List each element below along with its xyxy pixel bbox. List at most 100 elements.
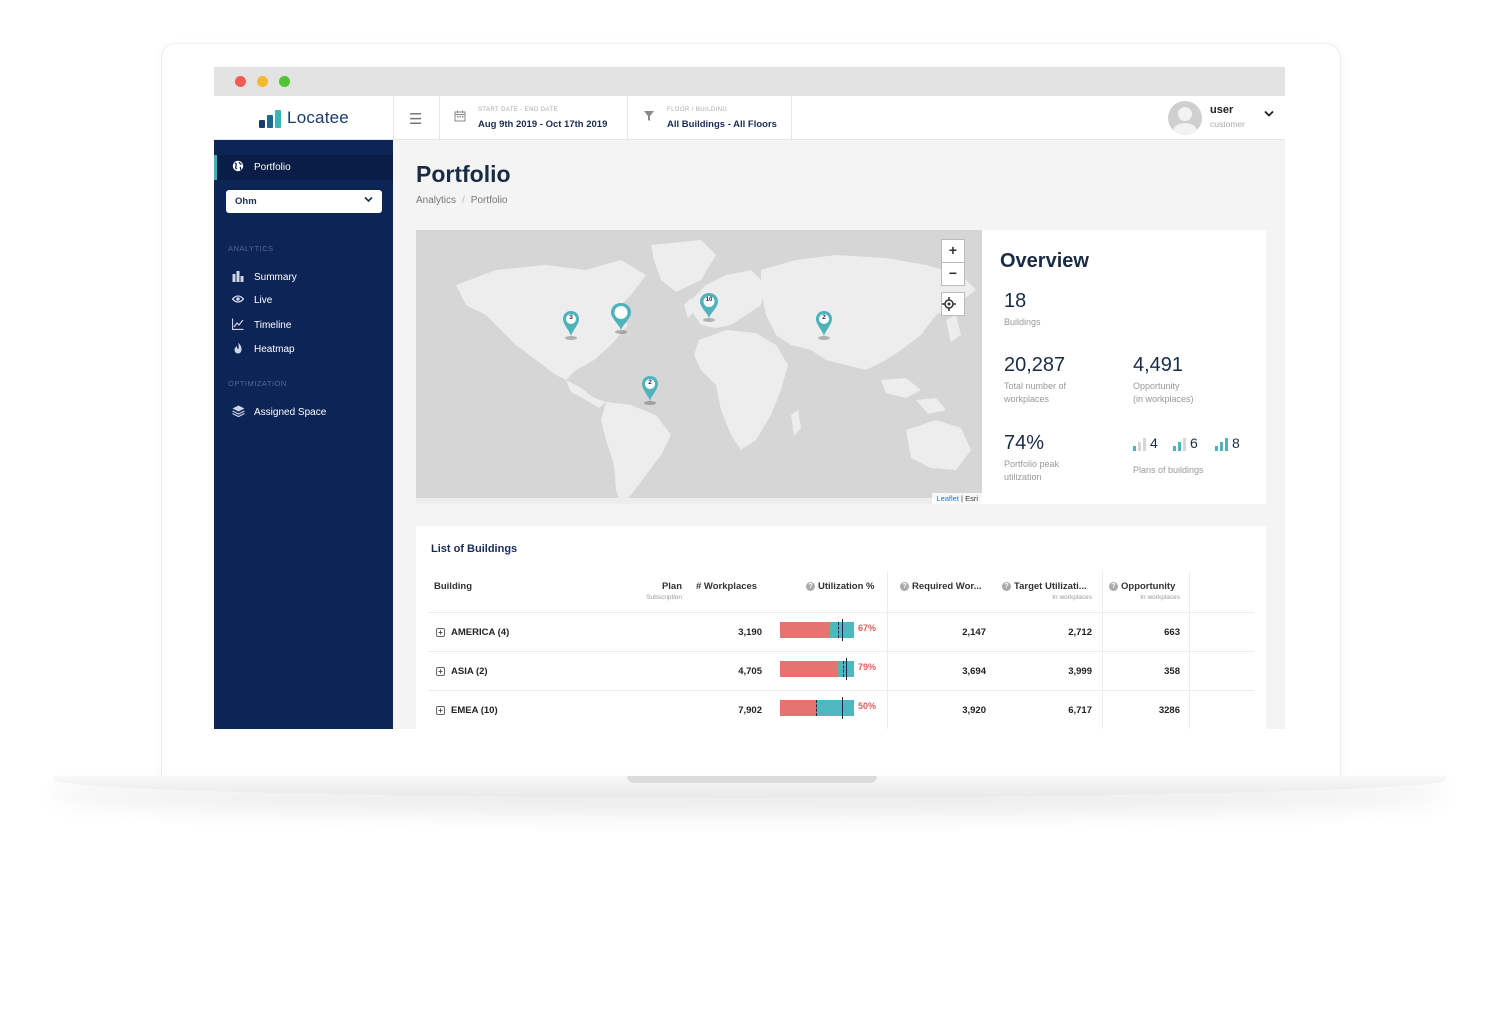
leaflet-link[interactable]: Leaflet [936,494,959,503]
floor-building-label: FLOOR / BUILDING [667,107,728,113]
sidebar-item-label: Timeline [254,320,292,331]
filter-icon [643,110,655,125]
opportunity-count: 4,491 [1133,354,1184,376]
column-header-building[interactable]: Building [434,581,472,592]
required-cell: 2,147 [962,627,986,638]
sidebar-item-label: Portfolio [254,162,291,173]
opportunity-label-line2: (in workplaces) [1133,394,1194,404]
column-header-required[interactable]: ? Required Wor... [900,581,982,592]
app-name: Locatee [287,108,349,127]
opportunity-cell: 358 [1164,666,1180,677]
utilization-bar [780,658,854,680]
column-divider [887,571,888,729]
sidebar-item-summary[interactable]: Summary [230,270,297,285]
workplaces-cell: 7,902 [738,705,762,716]
page-title: Portfolio [416,161,511,187]
peak-utilization-value: 74% [1004,432,1045,454]
date-range-label: START DATE - END DATE [478,107,558,113]
column-divider [1102,571,1103,729]
map-marker-count: 3 [569,314,573,321]
layers-icon [230,405,246,420]
zoom-out-button[interactable]: − [941,262,965,286]
help-icon: ? [1109,582,1118,591]
overview-panel: Overview 18 Buildings 20,287 Total numbe… [982,230,1266,504]
column-header-workplaces[interactable]: # Workplaces [696,581,758,592]
utilization-percent: 50% [858,701,877,711]
opportunity-cell: 3286 [1158,705,1180,716]
plan-level-2-count: 6 [1190,435,1198,451]
user-menu-chevron-icon[interactable] [1264,109,1274,121]
row-divider [428,690,1254,691]
sidebar-item-heatmap[interactable]: Heatmap [230,342,295,357]
sidebar-item-timeline[interactable]: Timeline [230,318,291,333]
plan-level-1-count: 4 [1150,435,1158,451]
plans-label: Plans of buildings [1133,465,1204,475]
column-divider [1189,571,1190,729]
utilization-fill [780,700,817,716]
utilization-percent: 79% [858,662,877,672]
world-map[interactable]: + − 3 10 2 2 Leaflet | Esri [416,230,982,504]
peak-marker [842,619,843,641]
menu-toggle-icon[interactable]: ☰ [409,111,423,128]
column-header-utilization[interactable]: ? Utilization % [806,581,874,592]
map-attribution: Leaflet | Esri [932,493,982,504]
flame-icon [230,342,246,357]
column-subheader-target: In workplaces [1052,594,1092,601]
sidebar-item-label: Heatmap [254,344,295,355]
signal-bars-icon [1133,438,1146,451]
company-select[interactable]: Ohm [226,190,382,213]
column-header-opportunity[interactable]: ? Opportunity [1109,581,1175,592]
user-name: user [1210,104,1234,116]
sidebar-item-label: Assigned Space [254,407,327,418]
building-name[interactable]: + EMEA (10) [436,705,498,716]
expand-plus-icon[interactable]: + [436,667,445,676]
required-cell: 3,694 [962,666,986,677]
utilization-percent: 67% [858,623,877,633]
sidebar-item-portfolio-highlight [214,155,393,180]
workplaces-label-line1: Total number of [1004,381,1067,391]
sidebar-item-live[interactable]: Live [230,294,272,307]
line-chart-icon [230,318,246,333]
crosshair-icon [942,297,956,311]
expand-plus-icon[interactable]: + [436,706,445,715]
building-name[interactable]: + ASIA (2) [436,666,488,677]
window-close-button[interactable] [235,76,246,87]
help-icon: ? [900,582,909,591]
opportunity-label-line1: Opportunity [1133,381,1180,391]
plan-level-3: 8 [1215,435,1240,451]
column-header-plan[interactable]: Plan [661,581,682,592]
sidebar-item-assigned-space[interactable]: Assigned Space [230,405,326,420]
locate-button[interactable] [941,292,965,316]
header-divider [393,96,394,140]
target-cell: 2,712 [1068,627,1092,638]
company-select-value: Ohm [235,196,257,207]
window-maximize-button[interactable] [279,76,290,87]
utilization-fill [780,661,839,677]
sidebar-item-label: Summary [254,272,297,283]
peak-utilization-label-line1: Portfolio peak [1004,459,1060,469]
target-cell: 3,999 [1068,666,1092,677]
expand-plus-icon[interactable]: + [436,628,445,637]
top-header: Locatee ☰ START DATE - END DATE Aug 9th … [214,96,1285,140]
window-minimize-button[interactable] [257,76,268,87]
target-cell: 6,717 [1068,705,1092,716]
utilization-bar [780,697,854,719]
user-avatar[interactable] [1168,101,1202,135]
column-header-target[interactable]: ? Target Utilizati... [1002,581,1087,592]
breadcrumb-analytics[interactable]: Analytics [416,195,457,206]
zoom-in-button[interactable]: + [941,239,965,263]
eye-icon [230,294,246,307]
sidebar-item-label: Live [254,295,273,306]
target-marker [843,661,844,677]
building-name[interactable]: + AMERICA (4) [436,627,509,638]
sidebar-item-portfolio[interactable]: Portfolio [230,160,291,175]
workplaces-label-line2: workplaces [1004,394,1050,404]
laptop-notch [627,776,877,783]
app-logo[interactable]: Locatee [214,96,394,140]
map-marker-count: 2 [822,314,826,321]
workplaces-count: 20,287 [1004,354,1066,376]
signal-bars-icon [1173,438,1186,451]
peak-marker [842,697,843,719]
utilization-fill [780,622,830,638]
plan-level-1: 4 [1133,435,1158,451]
